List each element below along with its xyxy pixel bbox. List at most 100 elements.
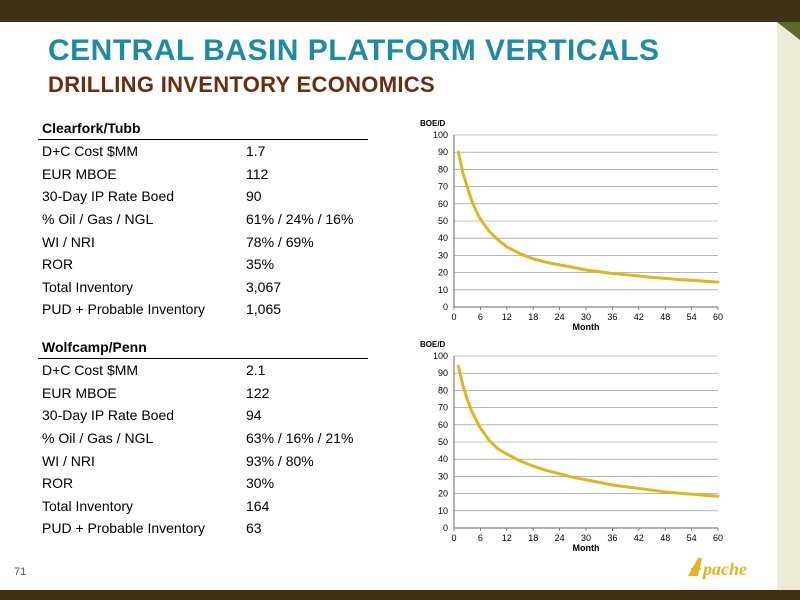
row-value: 122 (246, 384, 270, 401)
x-tick-label: 36 (607, 533, 617, 543)
row-value: 1,065 (246, 301, 282, 318)
table-row: 30-Day IP Rate Boed 94 (38, 404, 368, 427)
table-row: EUR MBOE 122 (38, 382, 368, 405)
table-row: 30-Day IP Rate Boed 90 (38, 185, 368, 208)
y-tick-label: 0 (443, 523, 448, 533)
x-axis-label: Month (573, 543, 600, 553)
x-axis-label: Month (573, 322, 600, 332)
x-tick-label: 30 (581, 533, 591, 543)
row-value: 61% / 24% / 16% (246, 211, 354, 228)
row-label: % Oil / Gas / NGL (42, 430, 154, 447)
y-tick-label: 70 (438, 182, 448, 192)
row-label: EUR MBOE (42, 384, 117, 401)
table-heading: Wolfcamp/Penn (38, 337, 368, 359)
table-row: % Oil / Gas / NGL 63% / 16% / 21% (38, 427, 368, 450)
clearfork-tubb-table: Clearfork/Tubb D+C Cost $MM 1.7 EUR MBOE 1… (38, 118, 368, 321)
row-value: 30% (246, 475, 275, 492)
clearfork-type-curve-chart: BOE/D 0 10 20 30 40 50 60 70 80 90 100 0 6 12 18 24 30 36 4… (420, 119, 723, 332)
row-label: ROR (42, 475, 74, 492)
x-tick-label: 42 (634, 312, 644, 322)
row-label: PUD + Probable Inventory (42, 520, 206, 537)
y-tick-label: 90 (438, 368, 448, 378)
x-tick-label: 18 (528, 312, 538, 322)
row-label: Total Inventory (42, 278, 134, 295)
table-row: PUD + Probable Inventory 63 (38, 517, 368, 540)
row-value: 93% / 80% (246, 452, 314, 469)
row-value: 164 (246, 497, 270, 514)
x-tick-label: 42 (634, 533, 644, 543)
row-value: 112 (246, 165, 269, 182)
y-tick-label: 90 (438, 147, 448, 157)
row-value: 94 (246, 407, 262, 424)
row-label: D+C Cost $MM (42, 362, 139, 379)
row-label: D+C Cost $MM (42, 143, 139, 160)
x-tick-label: 0 (451, 533, 456, 543)
table-row: D+C Cost $MM 2.1 (38, 359, 368, 382)
row-label: 30-Day IP Rate Boed (42, 188, 175, 205)
y-tick-label: 50 (438, 437, 448, 447)
y-tick-label: 10 (438, 506, 448, 516)
table-row: Total Inventory 164 (38, 495, 368, 518)
top-frame-bar (0, 0, 800, 22)
row-label: PUD + Probable Inventory (42, 301, 206, 318)
row-value: 63 (246, 520, 262, 537)
y-tick-label: 40 (438, 454, 448, 464)
y-tick-label: 100 (433, 351, 448, 361)
table-row: ROR 30% (38, 472, 368, 495)
x-tick-label: 60 (713, 312, 723, 322)
bottom-frame-bar (0, 590, 800, 600)
x-tick-label: 12 (502, 533, 512, 543)
row-value: 1.7 (246, 143, 266, 160)
y-axis-label: BOE/D (420, 119, 446, 128)
x-tick-label: 6 (478, 312, 483, 322)
x-tick-label: 54 (687, 312, 697, 322)
row-label: WI / NRI (42, 452, 95, 469)
table-row: % Oil / Gas / NGL 61% / 24% / 16% (38, 208, 368, 231)
y-tick-label: 100 (433, 130, 448, 140)
y-tick-label: 10 (438, 285, 448, 295)
x-tick-label: 48 (660, 312, 670, 322)
y-tick-label: 60 (438, 199, 448, 209)
table-heading: Clearfork/Tubb (38, 118, 368, 140)
y-tick-label: 70 (438, 403, 448, 413)
x-tick-label: 0 (451, 312, 456, 322)
y-axis-label: BOE/D (420, 340, 446, 349)
y-tick-label: 0 (443, 302, 448, 312)
x-tick-label: 12 (502, 312, 512, 322)
table-row: EUR MBOE 112 (38, 163, 368, 186)
row-value: 90 (246, 188, 262, 205)
row-value: 35% (246, 256, 275, 273)
slide-subtitle: DRILLING INVENTORY ECONOMICS (48, 72, 435, 97)
row-label: 30-Day IP Rate Boed (42, 407, 175, 424)
slide-title: CENTRAL BASIN PLATFORM VERTICALS (48, 34, 660, 67)
table-row: WI / NRI 78% / 69% (38, 230, 368, 253)
x-tick-label: 36 (607, 312, 617, 322)
corner-accent (777, 22, 800, 40)
right-decorative-band (777, 22, 800, 590)
row-label: % Oil / Gas / NGL (42, 211, 154, 228)
row-label: ROR (42, 256, 74, 273)
row-label: WI / NRI (42, 233, 95, 250)
table-row: WI / NRI 93% / 80% (38, 449, 368, 472)
y-tick-label: 30 (438, 471, 448, 481)
page-number: 71 (14, 566, 27, 578)
y-tick-label: 40 (438, 233, 448, 243)
row-label: EUR MBOE (42, 165, 117, 182)
x-tick-label: 48 (660, 533, 670, 543)
table-row: ROR 35% (38, 253, 368, 276)
row-value: 63% / 16% / 21% (246, 430, 354, 447)
production-curve-line (456, 364, 720, 498)
apache-logo: pache (688, 558, 747, 579)
x-tick-label: 60 (713, 533, 723, 543)
x-tick-label: 24 (555, 533, 565, 543)
y-tick-label: 80 (438, 385, 448, 395)
wolfcamp-type-curve-chart: BOE/D 0 10 20 30 40 50 60 70 80 90 100 0 6 12 18 24 30 36 4… (420, 340, 723, 553)
svg-text:pache: pache (701, 559, 747, 579)
row-value: 78% / 69% (246, 233, 314, 250)
x-tick-label: 24 (555, 312, 565, 322)
x-tick-label: 54 (687, 533, 697, 543)
x-tick-label: 18 (528, 533, 538, 543)
table-row: PUD + Probable Inventory 1,065 (38, 298, 368, 321)
y-tick-label: 80 (438, 164, 448, 174)
y-tick-label: 30 (438, 250, 448, 260)
